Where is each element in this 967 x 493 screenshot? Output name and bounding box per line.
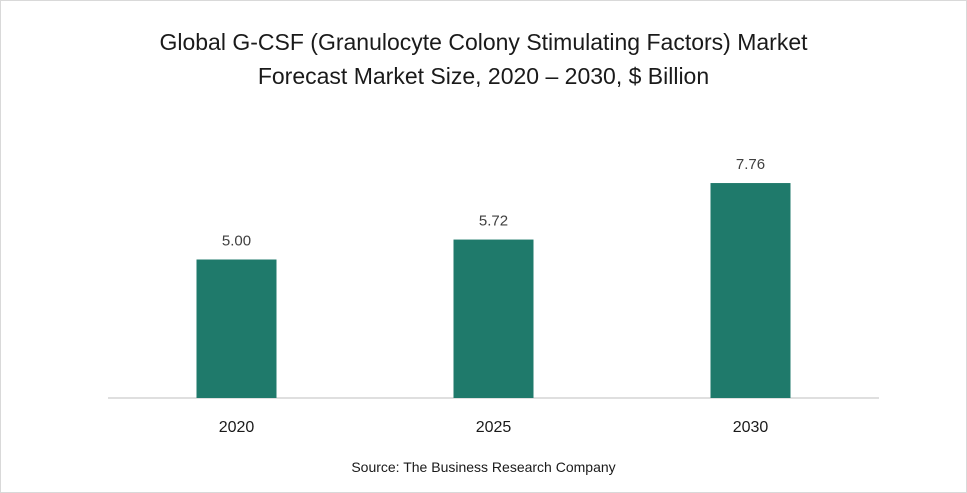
x-tick-label-2020: 2020 — [219, 419, 255, 436]
bar-2020 — [196, 259, 277, 398]
chart-title-line-1: Global G-CSF (Granulocyte Colony Stimula… — [159, 29, 808, 55]
x-tick-label-2030: 2030 — [733, 419, 769, 436]
chart-title: Global G-CSF (Granulocyte Colony Stimula… — [1, 25, 966, 93]
bar-2025 — [453, 239, 534, 398]
bar-2030 — [710, 183, 791, 398]
source-note: Source: The Business Research Company — [351, 459, 616, 475]
x-tick-label-2025: 2025 — [476, 419, 512, 436]
chart-title-line-2: Forecast Market Size, 2020 – 2030, $ Bil… — [257, 63, 710, 89]
data-label-2020: 5.00 — [222, 233, 251, 250]
data-label-2030: 7.76 — [736, 156, 765, 173]
data-label-2025: 5.72 — [479, 213, 508, 230]
